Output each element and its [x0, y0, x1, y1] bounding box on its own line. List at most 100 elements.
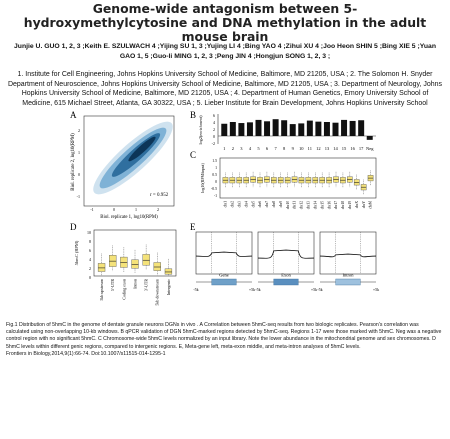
b-xtick-label: 2 — [232, 146, 234, 151]
c-xtick-label: chr9 — [279, 201, 283, 208]
e-region-label: Gene — [219, 273, 229, 278]
b-ytick: 2 — [213, 127, 215, 132]
e-profile-gene: Gene -5k +5k — [193, 231, 255, 292]
b-bar — [358, 120, 365, 136]
e-frame — [319, 231, 377, 275]
b-xtick-label: 7 — [274, 146, 277, 151]
c-xtick-label: chrM — [369, 200, 373, 209]
c-ylabel: log10(RPM/input) — [200, 163, 205, 193]
panel-label-e: E — [190, 222, 196, 232]
e-region-block — [335, 278, 361, 286]
d-ytick: 0 — [89, 275, 91, 280]
affiliations: 1. Institute for Cell Engineering, Johns… — [7, 71, 443, 107]
scatter-yticks: 2 1 0 -1 — [77, 128, 80, 199]
b-xlabels: 1 2 3 4 5 6 7 8 9 10 11 12 13 14 15 16 17 Neg — [223, 146, 374, 151]
c-xtick-label: chr5 — [251, 201, 255, 208]
d-ytick: 10 — [87, 230, 91, 235]
b-yticks: 6 4 2 0 -2 — [212, 113, 215, 146]
a-ylabel: Biol. replicate 2, log10(RPM) — [71, 133, 76, 191]
d-yticks: 10 8 6 4 2 0 — [87, 230, 91, 280]
c-xtick-label: chr19 — [348, 201, 352, 209]
d-ytick: 6 — [89, 248, 91, 253]
d-box — [97, 263, 106, 272]
panel-c: C 1.5 1 0.5 0 -0.5 -1 chr1 chr2 chr3 chr4 ch… — [190, 150, 377, 209]
e-profile-line — [257, 249, 315, 259]
d-ytick: 2 — [89, 266, 91, 271]
d-xtick-label: Intron — [132, 279, 137, 289]
b-ylabel: log2(enrichment) — [198, 115, 203, 145]
d-xlabels: 5kb upstream 5'-UTR Coding exon Intron 3'-UT… — [99, 278, 171, 305]
b-bar — [366, 136, 373, 140]
figure-caption: Fig.1 Distribution of 5hmC in the genome… — [6, 322, 442, 358]
e-profile-intron: Intron -5k +5k — [317, 231, 379, 292]
b-ytick: 0 — [213, 134, 215, 139]
b-xtick-label: Neg — [366, 146, 374, 151]
d-xtick-label: 5'-UTR — [110, 279, 115, 291]
b-bar — [238, 123, 245, 136]
e-tick-left: -5k — [317, 287, 322, 292]
panel-label-a: A — [70, 110, 77, 120]
c-ytick: 0 — [215, 180, 217, 184]
e-region-label: Intron — [343, 273, 355, 278]
c-xtick-label: chr17 — [334, 201, 338, 209]
d-xtick-label: 5kb upstream — [99, 278, 104, 301]
e-profile-exon: Exon -5k +5k — [255, 231, 317, 292]
d-xtick-label: Intergenic — [166, 279, 171, 295]
d-ytick: 4 — [89, 257, 91, 262]
c-xtick-label: chr14 — [313, 201, 317, 209]
c-xtick-label: chr18 — [341, 201, 345, 209]
b-xtick-label: 16 — [350, 146, 355, 151]
c-xtick-label: chr10 — [286, 201, 290, 209]
b-xtick-label: 9 — [292, 146, 295, 151]
e-tick-left: -5k — [255, 287, 260, 292]
b-xtick-label: 11 — [308, 146, 312, 151]
c-xtick-label: chr15 — [320, 201, 324, 209]
c-xtick-label: chr16 — [327, 201, 331, 209]
scatter-frame — [83, 115, 175, 207]
e-region-block — [211, 278, 237, 286]
figure-1: A r = 0.952 2 1 0 -1 -1 0 1 2 Biol. repl… — [70, 110, 379, 306]
c-boxes — [222, 170, 374, 195]
panel-d: D 10 8 6 4 2 0 5kb upstream 5'-UTR Coding … — [70, 222, 177, 306]
a-ytick: 1 — [78, 150, 80, 155]
b-xtick-label: 8 — [283, 146, 286, 151]
b-bar — [255, 119, 262, 136]
b-bar — [221, 123, 228, 136]
d-ylabel: 5hmC (RPM) — [74, 240, 79, 265]
a-xtick: 2 — [157, 207, 159, 212]
b-xtick-label: 3 — [240, 146, 243, 151]
panel-label-b: B — [190, 110, 196, 120]
b-bar — [264, 121, 271, 136]
e-frame — [257, 231, 315, 275]
b-ytick: 4 — [213, 120, 215, 125]
panel-b: B 6 4 2 0 -2 1 2 3 4 5 6 7 8 9 10 11 12 13 14 15 16 17 Ne… — [190, 110, 376, 151]
c-ytick: -1 — [214, 194, 217, 198]
c-xtick-label: chr11 — [293, 201, 297, 209]
b-xtick-label: 10 — [299, 146, 304, 151]
b-bars — [221, 119, 373, 140]
c-xtick-label: chr2 — [231, 201, 235, 208]
b-xtick-label: 6 — [266, 146, 269, 151]
a-xtick: 1 — [135, 207, 137, 212]
b-xtick-label: 15 — [342, 146, 347, 151]
correlation-label: r = 0.952 — [150, 193, 169, 198]
c-frame — [219, 157, 377, 199]
a-xlabel: Biol. replicate 1, log10(RPM) — [100, 215, 158, 220]
c-xtick-label: chrY — [362, 201, 366, 209]
e-profile-line — [195, 251, 253, 257]
b-bar — [246, 122, 253, 136]
a-xtick: 0 — [113, 207, 115, 212]
d-box — [153, 262, 161, 271]
c-xtick-label: chr1 — [224, 201, 228, 208]
c-xtick-label: chr6 — [258, 201, 262, 208]
c-xtick-label: chr13 — [307, 201, 311, 209]
c-ytick: 1.5 — [212, 159, 217, 163]
d-xtick-label: 3'-UTR — [144, 279, 149, 291]
b-ytick: 6 — [213, 113, 215, 118]
e-region-block — [273, 278, 299, 286]
b-bar — [341, 119, 348, 136]
caption-citation: Frontiers in Biology,2014,9(1):66-74. Do… — [6, 350, 166, 357]
b-bar — [323, 122, 330, 136]
